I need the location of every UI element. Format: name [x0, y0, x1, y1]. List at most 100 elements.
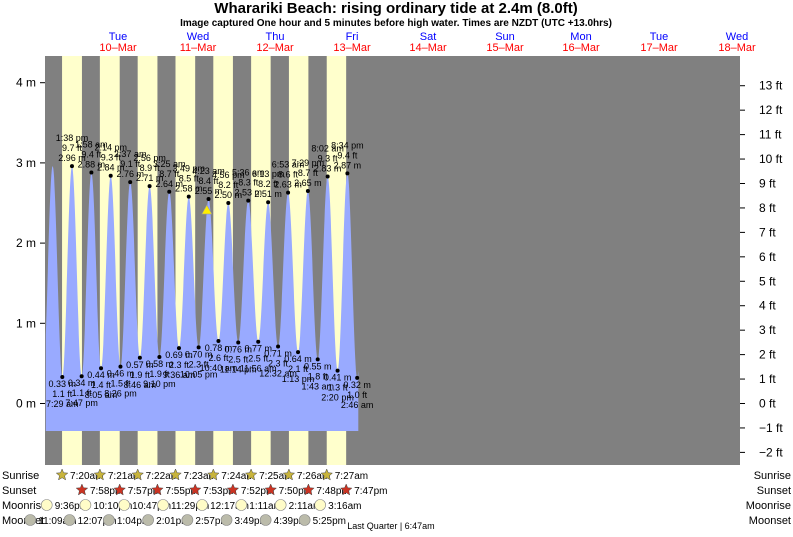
tide-label: 9.1 ft [120, 159, 141, 169]
high-tide-point [206, 196, 211, 201]
row-time: 7:24am [221, 471, 254, 482]
tide-label: 2.3 ft [268, 359, 289, 369]
tide-label: 8.5 ft [179, 174, 200, 184]
right-tick-label: 13 ft [759, 79, 783, 93]
tide-label: 1.3 ft [328, 383, 349, 393]
tide-label: 10:05 pm [180, 369, 218, 379]
tide-label: 1:58 am [75, 140, 108, 150]
tide-label: 0.69 m [165, 350, 193, 360]
high-tide-point [246, 198, 251, 203]
right-tick-label: 8 ft [759, 201, 776, 215]
tide-label: 8:26 pm [104, 389, 137, 399]
tide-label: 2.55 m [195, 186, 223, 196]
low-tide-point [196, 345, 201, 350]
tide-label: 8.2 ft [258, 179, 279, 189]
high-tide-point [305, 188, 310, 193]
moonrise-icon [235, 499, 248, 511]
day-date: 11–Mar [180, 42, 217, 54]
moonset-icon [181, 514, 194, 526]
sunset-star-icon [113, 483, 127, 496]
sunset-star-icon [188, 483, 202, 496]
sunset-star-icon [339, 483, 353, 496]
tide-label: 9:10 pm [143, 379, 176, 389]
low-tide-point [157, 354, 162, 359]
right-tick-label: −1 ft [759, 421, 783, 435]
tide-label: 2.53 m [234, 188, 262, 198]
tide-label: 2.84 m [97, 163, 125, 173]
tide-label: 2.83 m [314, 164, 342, 174]
tide-label: 0.55 m [304, 361, 332, 371]
tide-label: 2.96 m [58, 153, 86, 163]
tide-label: 6:53 am [272, 160, 305, 170]
row-time: 7:58pm [90, 486, 123, 497]
row-time: 2:11am [289, 501, 322, 512]
tide-label: 7:29 am [46, 399, 79, 409]
tide-label: 9.3 ft [101, 153, 122, 163]
right-tick-label: 6 ft [759, 250, 776, 264]
moonset-icon [220, 514, 233, 526]
tide-label: 0.32 m [343, 380, 371, 390]
tide-label: 2:14 pm [94, 143, 127, 153]
tide-label: 7:47 pm [65, 398, 98, 408]
tide-label: 1.1 ft [72, 388, 93, 398]
row-time: 7:20am [70, 471, 103, 482]
moon-phase-note: Last Quarter | 6:47am [347, 521, 434, 531]
row-time: 1:04pm [117, 516, 150, 527]
day-date: 17–Mar [640, 42, 678, 54]
high-tide-point [345, 171, 350, 176]
row-time: 4:39pm [274, 516, 307, 527]
day-date: 15–Mar [486, 42, 524, 54]
right-tick-label: 3 ft [759, 323, 776, 337]
high-tide-point [325, 174, 330, 179]
tide-label: 9.4 ft [81, 150, 102, 160]
right-tick-label: 1 ft [759, 372, 776, 386]
row-time: 7:47pm [354, 486, 387, 497]
tide-label: 2.5 ft [248, 354, 269, 364]
moonset-icon [103, 514, 115, 526]
row-time: 10:47pm [132, 501, 171, 512]
row-label-right: Sunrise [754, 470, 791, 482]
current-level-marker [201, 204, 213, 215]
chart-title: Wharariki Beach: rising ordinary tide at… [214, 0, 577, 17]
high-tide-point [147, 184, 152, 189]
tide-label: 0.70 m [185, 349, 213, 359]
day-name: Wed [726, 31, 748, 43]
day-date: 12–Mar [256, 42, 294, 54]
row-time: 7:21am [108, 471, 141, 482]
day-date: 14–Mar [409, 42, 447, 54]
tide-label: 2:37 am [114, 149, 147, 159]
moonrise-icon [79, 499, 92, 511]
row-label-left: Sunset [2, 485, 36, 497]
tide-label: 8.2 ft [218, 180, 239, 190]
sunset-star-icon [151, 483, 164, 496]
tide-label: 11:56 am [240, 364, 277, 374]
right-tick-label: 10 ft [759, 152, 783, 166]
right-tick-label: 9 ft [759, 176, 776, 190]
tide-label: 8:46 am [124, 380, 157, 390]
day-name: Wed [187, 31, 209, 43]
row-time: 2:01pm [156, 516, 189, 527]
low-tide-point [79, 374, 84, 379]
row-time: 7:48pm [316, 486, 349, 497]
moonrise-icon [196, 499, 208, 511]
tide-label: 0.78 m [205, 343, 233, 353]
moonrise-icon [314, 499, 326, 511]
sunset-star-icon [75, 483, 89, 496]
tide-label: 2.88 m [78, 160, 106, 170]
day-name: Tue [109, 31, 128, 43]
row-time: 9:36pm [55, 501, 88, 512]
tide-label: 0.33 m [49, 379, 77, 389]
row-time: 10:10pm [93, 501, 132, 512]
high-tide-point [108, 173, 113, 178]
tide-label: 2.51 m [254, 189, 282, 199]
tide-label: 2.87 m [334, 160, 362, 170]
tide-label: 4:56 pm [212, 170, 245, 180]
tide-label: 0.41 m [324, 373, 352, 383]
high-tide-point [266, 200, 271, 205]
right-tick-label: 5 ft [759, 274, 776, 288]
tide-label: 3:49 pm [173, 164, 206, 174]
row-label-left: Moonrise [2, 500, 47, 512]
left-tick-label: 0 m [16, 397, 36, 411]
sun-icon [282, 468, 296, 481]
tide-label: 10:40 am [200, 363, 238, 373]
